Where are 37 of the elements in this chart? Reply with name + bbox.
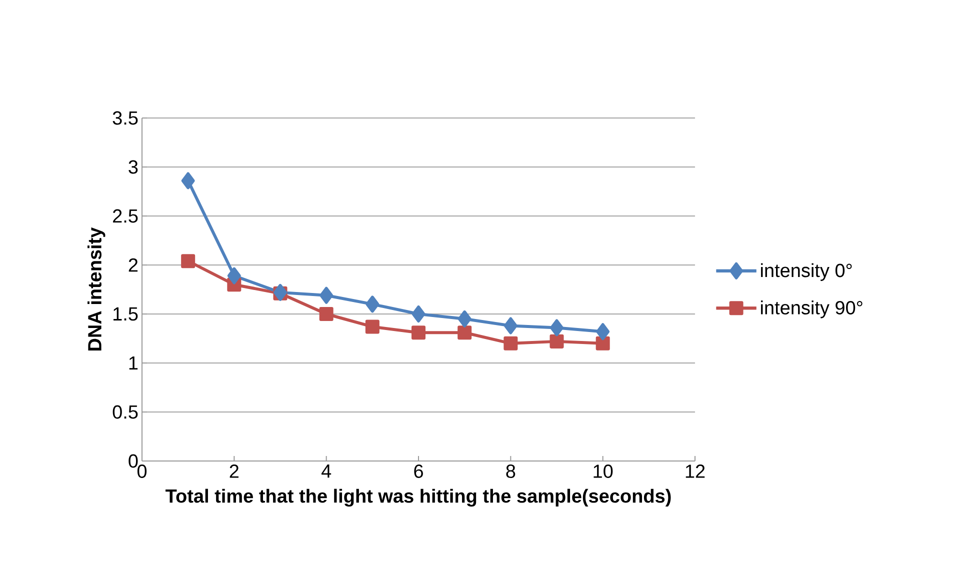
legend-label: intensity 90° (761, 300, 862, 318)
point (412, 326, 426, 340)
point (181, 254, 196, 268)
point (458, 310, 472, 328)
y-tick-label: 2 (128, 258, 138, 272)
point (596, 336, 610, 350)
legend-label: intensity 0° (761, 263, 852, 281)
point (550, 334, 564, 348)
point (412, 305, 426, 322)
y-tick-label: 2.5 (113, 209, 138, 223)
y-tick-label: 3 (128, 160, 138, 174)
x-tick-label: 4 (321, 464, 332, 478)
point (366, 296, 380, 313)
y-tick-label: 0 (128, 454, 138, 468)
point (504, 336, 518, 350)
y-axis-title: DNA intensity (88, 227, 106, 351)
point (274, 284, 288, 301)
x-tick-label: 10 (594, 464, 613, 478)
x-tick-label: 2 (230, 464, 238, 478)
x-tick-label: 6 (414, 464, 423, 478)
point (181, 172, 195, 190)
point (550, 319, 564, 336)
y-tick-label: 1 (129, 356, 138, 370)
point (320, 286, 334, 304)
y-tick-label: 0.5 (112, 405, 138, 419)
y-tick-label: 1.5 (114, 307, 138, 321)
x-tick-label: 8 (506, 464, 516, 478)
point (596, 323, 610, 340)
x-axis-title: Total time that the light was hitting the sample(seconds) (166, 488, 671, 507)
point (319, 306, 334, 321)
point (365, 320, 380, 334)
x-tick-label: 12 (686, 464, 705, 478)
point (504, 317, 518, 334)
point (458, 326, 472, 340)
x-tick-label: 0 (137, 464, 147, 478)
point (227, 267, 241, 284)
y-tick-label: 3.5 (112, 111, 138, 125)
